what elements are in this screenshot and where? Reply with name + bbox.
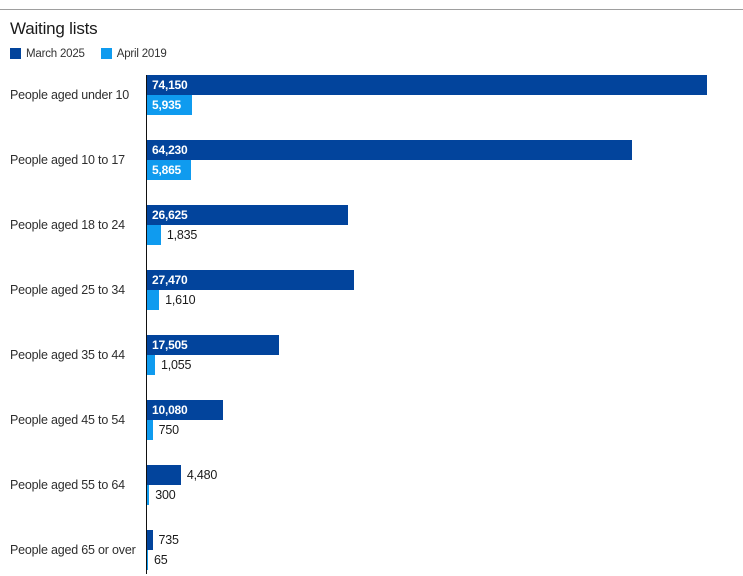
chart-row: People aged 55 to 64 4,480 300	[0, 465, 743, 530]
barline-march-2025: 26,625	[147, 205, 743, 225]
barline-march-2025: 17,505	[147, 335, 743, 355]
value-label: 5,935	[152, 98, 182, 112]
bar-april-2019	[147, 355, 155, 375]
value-label: 735	[158, 533, 179, 547]
value-label: 26,625	[152, 208, 188, 222]
barline-april-2019: 5,865	[147, 160, 743, 180]
value-label: 10,080	[152, 403, 188, 417]
barline-april-2019: 5,935	[147, 95, 743, 115]
top-rule	[0, 9, 743, 10]
barline-april-2019: 750	[147, 420, 743, 440]
row-bars: 735 65	[146, 530, 743, 574]
barline-march-2025: 10,080	[147, 400, 743, 420]
barline-march-2025: 4,480	[147, 465, 743, 485]
chart-row: People aged 45 to 54 10,080 750	[0, 400, 743, 465]
category-label: People aged 55 to 64	[10, 478, 125, 492]
category-label: People aged 65 or over	[10, 543, 136, 557]
bar-chart: People aged under 10 74,150 5,935 People…	[0, 75, 743, 574]
legend-swatch-march-2025	[10, 48, 21, 59]
legend-label: March 2025	[26, 47, 85, 60]
legend-item-april-2019: April 2019	[100, 47, 167, 60]
value-label: 5,865	[152, 163, 182, 177]
row-bars: 10,080 750	[146, 400, 743, 465]
barline-march-2025: 27,470	[147, 270, 743, 290]
value-label: 1,055	[160, 358, 192, 372]
bar-march-2025	[147, 465, 181, 485]
category-label: People aged 25 to 34	[10, 283, 125, 297]
row-bars: 74,150 5,935	[146, 75, 743, 140]
bar-april-2019	[147, 550, 148, 570]
category-label: People aged 45 to 54	[10, 413, 125, 427]
chart-title: Waiting lists	[10, 19, 98, 38]
legend-swatch-april-2019	[100, 48, 112, 59]
category-label: People aged under 10	[10, 88, 130, 102]
value-label: 1,610	[165, 293, 196, 307]
bar-april-2019	[147, 225, 161, 245]
bar-march-2025	[147, 530, 153, 550]
row-bars: 64,230 5,865	[146, 140, 743, 205]
value-label: 1,835	[166, 228, 198, 242]
barline-march-2025: 64,230	[147, 140, 743, 160]
value-label: 74,150	[152, 78, 188, 92]
value-label: 300	[155, 488, 176, 502]
barline-march-2025: 735	[147, 530, 743, 550]
category-label: People aged 35 to 44	[10, 348, 125, 362]
legend: March 2025 April 2019	[10, 47, 733, 60]
row-bars: 17,505 1,055	[146, 335, 743, 400]
bar-april-2019: 5,865	[147, 160, 192, 180]
value-label: 27,470	[152, 273, 188, 287]
value-label: 750	[158, 423, 179, 437]
value-label: 65	[154, 553, 168, 567]
bar-april-2019	[147, 485, 150, 505]
bar-march-2025: 26,625	[147, 205, 349, 225]
barline-march-2025: 74,150	[147, 75, 743, 95]
legend-label: April 2019	[116, 47, 167, 60]
bar-march-2025: 10,080	[147, 400, 224, 420]
barline-april-2019: 65	[147, 550, 743, 570]
value-label: 17,505	[152, 338, 188, 352]
bar-april-2019: 5,935	[147, 95, 192, 115]
category-label: People aged 18 to 24	[10, 218, 125, 232]
barline-april-2019: 1,055	[147, 355, 743, 375]
value-label: 4,480	[186, 468, 218, 482]
barline-april-2019: 1,610	[147, 290, 743, 310]
bar-march-2025: 64,230	[147, 140, 633, 160]
chart-row: People aged 35 to 44 17,505 1,055	[0, 335, 743, 400]
value-label: 64,230	[152, 143, 188, 157]
bar-march-2025: 27,470	[147, 270, 355, 290]
bar-april-2019	[147, 420, 153, 440]
row-bars: 4,480 300	[146, 465, 743, 530]
chart-row: People aged 25 to 34 27,470 1,610	[0, 270, 743, 335]
bar-march-2025: 74,150	[147, 75, 707, 95]
category-label: People aged 10 to 17	[10, 153, 125, 167]
barline-april-2019: 1,835	[147, 225, 743, 245]
chart-row: People aged 65 or over 735 65	[0, 530, 743, 574]
row-bars: 26,625 1,835	[146, 205, 743, 270]
bar-april-2019	[147, 290, 160, 310]
barline-april-2019: 300	[147, 485, 743, 505]
bar-march-2025: 17,505	[147, 335, 280, 355]
chart-row: People aged 10 to 17 64,230 5,865	[0, 140, 743, 205]
row-bars: 27,470 1,610	[146, 270, 743, 335]
legend-item-march-2025: March 2025	[10, 48, 85, 60]
chart-row: People aged 18 to 24 26,625 1,835	[0, 205, 743, 270]
chart-row: People aged under 10 74,150 5,935	[0, 75, 743, 140]
